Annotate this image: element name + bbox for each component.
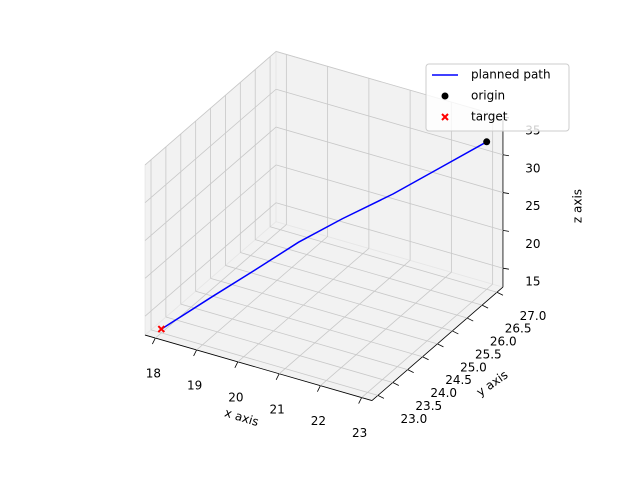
tick-mark [317,385,321,392]
grid-line [144,126,277,241]
grid-line [195,290,423,358]
y-tick-label: 26.5 [505,322,532,336]
y-tick-label: 27.0 [520,309,547,323]
y-tick-label: 24.0 [430,386,457,400]
axis-line [144,334,373,401]
legend-label: planned path [471,68,551,82]
x-tick-label: 19 [187,378,202,392]
grid-line [255,239,483,306]
y-tick-label: 24.5 [445,373,472,387]
y-tick-label: 25.5 [475,347,502,361]
grid-line [150,329,379,396]
x-tick-label: 20 [228,390,243,404]
y-tick-label: 23.0 [401,412,428,426]
tick-mark [502,154,510,157]
grid-line [210,277,438,345]
path-line [160,141,488,330]
tick-mark [496,291,504,296]
origin-point [483,138,491,146]
legend-label: origin [471,89,505,103]
x-axis-label: x axis [223,406,261,430]
tick-mark [392,382,399,386]
y-tick-label: 26.0 [490,335,517,349]
z-tick-label: 20 [525,237,540,251]
tick-mark [422,356,429,361]
grid-line [180,303,408,371]
grid-line [165,316,393,383]
tick-mark [234,361,239,369]
grid-line [240,252,468,319]
x-tick-label: 21 [269,402,284,416]
z-tick-label: 30 [525,161,540,175]
legend-swatch [441,113,449,121]
legend-box [425,63,570,132]
tick-mark [502,229,510,232]
tick-mark [358,397,362,404]
legend-label: target [471,110,508,124]
tick-mark [437,343,444,348]
tick-mark [193,349,197,357]
y-tick-label: 25.0 [460,360,487,374]
grid-line [144,164,277,279]
tick-mark [452,330,459,335]
tick-mark [407,369,414,373]
grid-line [144,202,277,317]
x-tick-label: 22 [311,414,326,428]
target-point [157,325,166,333]
z-tick-label: 25 [525,199,540,213]
y-tick-label: 23.5 [415,399,442,413]
tick-mark [502,192,510,194]
tick-mark [275,373,280,380]
z-tick-label: 15 [525,275,540,289]
grid-line [275,126,504,193]
grid-line [144,88,277,204]
grid-line [144,51,277,166]
grid-line [275,164,504,231]
tick-mark [467,317,474,322]
x-tick-label: 23 [352,426,367,440]
z-axis-label: z axis [571,189,585,223]
tick-mark [502,267,510,270]
x-tick-label: 18 [146,367,161,381]
tick-mark [377,395,385,399]
grid-line [275,88,504,156]
tick-mark [152,337,156,345]
grid-line [275,202,504,269]
grid-line [225,265,453,332]
legend-swatch [441,92,449,100]
tick-mark [481,304,489,309]
